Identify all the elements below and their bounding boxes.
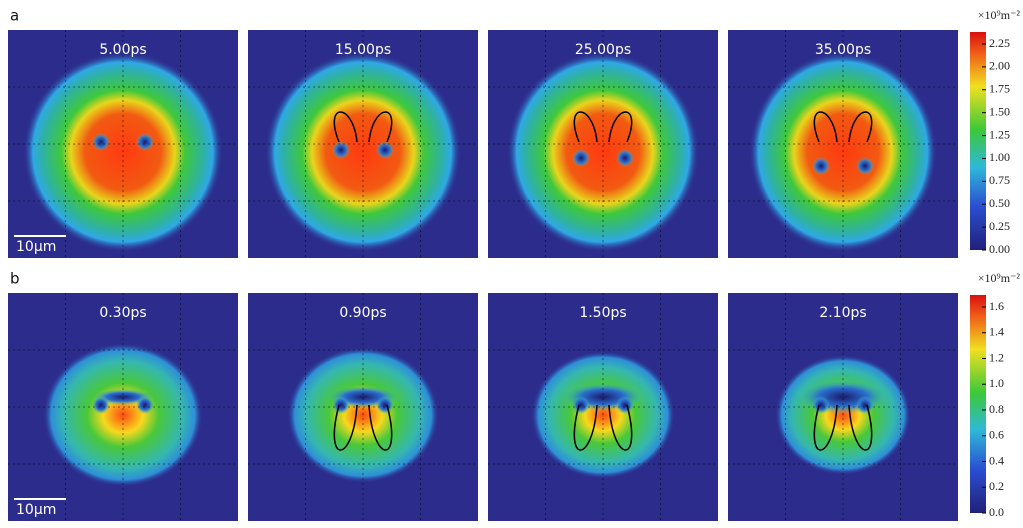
colorbar [970, 32, 986, 250]
time-label: 35.00ps [815, 42, 871, 58]
colorbar [970, 295, 986, 513]
colorbar-tick-label: 0.50 [989, 196, 1010, 210]
vortex [856, 396, 874, 414]
vortex [136, 396, 154, 414]
vortex [616, 149, 634, 167]
time-label: 0.90ps [339, 305, 386, 321]
colorbar-tick-label: 1.6 [989, 299, 1004, 313]
heatmap-panel: 0.90ps [248, 293, 478, 521]
time-label: 1.50ps [579, 305, 626, 321]
colorbar-tick-label: 0.4 [989, 453, 1004, 467]
colorbar-tick-label: 1.4 [989, 325, 1004, 339]
vortex [92, 133, 110, 151]
heatmap-panel: 25.00ps [488, 30, 718, 258]
vortex [856, 157, 874, 175]
colorbar-tick-label: 0.6 [989, 428, 1004, 442]
colorbar-tick-label: 1.0 [989, 376, 1004, 390]
vortex [616, 396, 634, 414]
heatmap-panel: 0.30ps 10μm [8, 293, 238, 521]
vortex [376, 396, 394, 414]
colorbar-tick-label: 1.50 [989, 104, 1010, 118]
figure: a 5.00ps 10μm 15.00ps 25.00ps 35.00ps ×10⁹m⁻² 2… [0, 0, 1023, 528]
colorbar-tick-label: 0.00 [989, 242, 1010, 256]
time-label: 25.00ps [575, 42, 631, 58]
time-label: 5.00ps [99, 42, 146, 58]
colorbar-tick-label: 2.00 [989, 59, 1010, 73]
heatmap-panel: 35.00ps [728, 30, 958, 258]
colorbar-tick-label: 1.75 [989, 82, 1010, 96]
vortex [812, 157, 830, 175]
panel-label: b [10, 270, 20, 288]
colorbar-tick-label: 2.25 [989, 36, 1010, 50]
colorbar-unit: ×10⁹m⁻² [978, 271, 1021, 285]
panel-label: a [10, 7, 19, 25]
heatmap-panel: 5.00ps 10μm [8, 30, 238, 258]
colorbar-tick-label: 0.25 [989, 219, 1010, 233]
colorbar-tick-label: 1.2 [989, 350, 1004, 364]
heatmap-panel: 2.10ps [728, 293, 958, 521]
vortex [572, 149, 590, 167]
time-label: 15.00ps [335, 42, 391, 58]
time-label: 2.10ps [819, 305, 866, 321]
vortex [136, 133, 154, 151]
colorbar-tick-label: 1.00 [989, 150, 1010, 164]
colorbar-tick-label: 0.8 [989, 402, 1004, 416]
vortex [92, 396, 110, 414]
scale-bar-label: 10μm [16, 239, 56, 255]
colorbar-unit: ×10⁹m⁻² [978, 8, 1021, 22]
scale-bar-label: 10μm [16, 502, 56, 518]
colorbar-tick-label: 0.0 [989, 505, 1004, 519]
time-label: 0.30ps [99, 305, 146, 321]
colorbar-tick-label: 0.2 [989, 479, 1004, 493]
vortex [332, 396, 350, 414]
vortex [812, 396, 830, 414]
heatmap-panel: 1.50ps [488, 293, 718, 521]
colorbar-tick-label: 1.25 [989, 127, 1010, 141]
colorbar-tick-label: 0.75 [989, 173, 1010, 187]
heatmap-panel: 15.00ps [248, 30, 478, 258]
vortex [572, 396, 590, 414]
